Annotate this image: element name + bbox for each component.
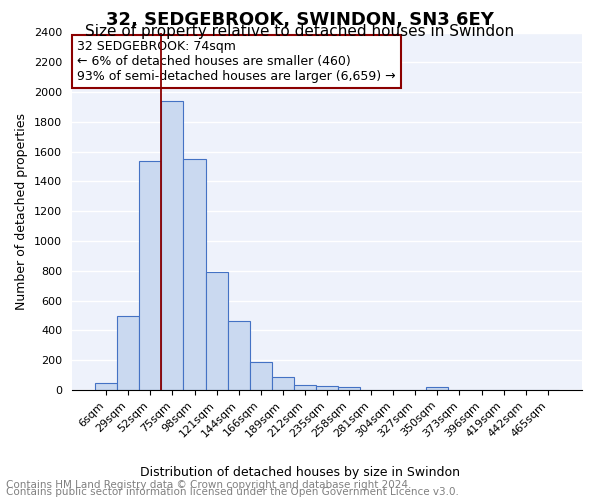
Bar: [316, 386, 338, 390]
Bar: [338, 387, 360, 390]
Bar: [294, 385, 316, 390]
Text: Distribution of detached houses by size in Swindon: Distribution of detached houses by size …: [140, 466, 460, 479]
Bar: [161, 101, 184, 390]
Bar: [227, 322, 250, 390]
Bar: [206, 272, 227, 390]
Bar: [272, 376, 294, 390]
Bar: [95, 382, 117, 390]
Y-axis label: Number of detached properties: Number of detached properties: [16, 113, 28, 310]
Text: 32, SEDGEBROOK, SWINDON, SN3 6EY: 32, SEDGEBROOK, SWINDON, SN3 6EY: [106, 12, 494, 30]
Text: Contains public sector information licensed under the Open Government Licence v3: Contains public sector information licen…: [6, 487, 459, 497]
Text: Size of property relative to detached houses in Swindon: Size of property relative to detached ho…: [85, 24, 515, 39]
Text: 32 SEDGEBROOK: 74sqm
← 6% of detached houses are smaller (460)
93% of semi-detac: 32 SEDGEBROOK: 74sqm ← 6% of detached ho…: [77, 40, 396, 82]
Bar: [117, 316, 139, 390]
Bar: [139, 160, 161, 390]
Bar: [427, 387, 448, 390]
Bar: [184, 159, 206, 390]
Text: Contains HM Land Registry data © Crown copyright and database right 2024.: Contains HM Land Registry data © Crown c…: [6, 480, 412, 490]
Bar: [250, 362, 272, 390]
